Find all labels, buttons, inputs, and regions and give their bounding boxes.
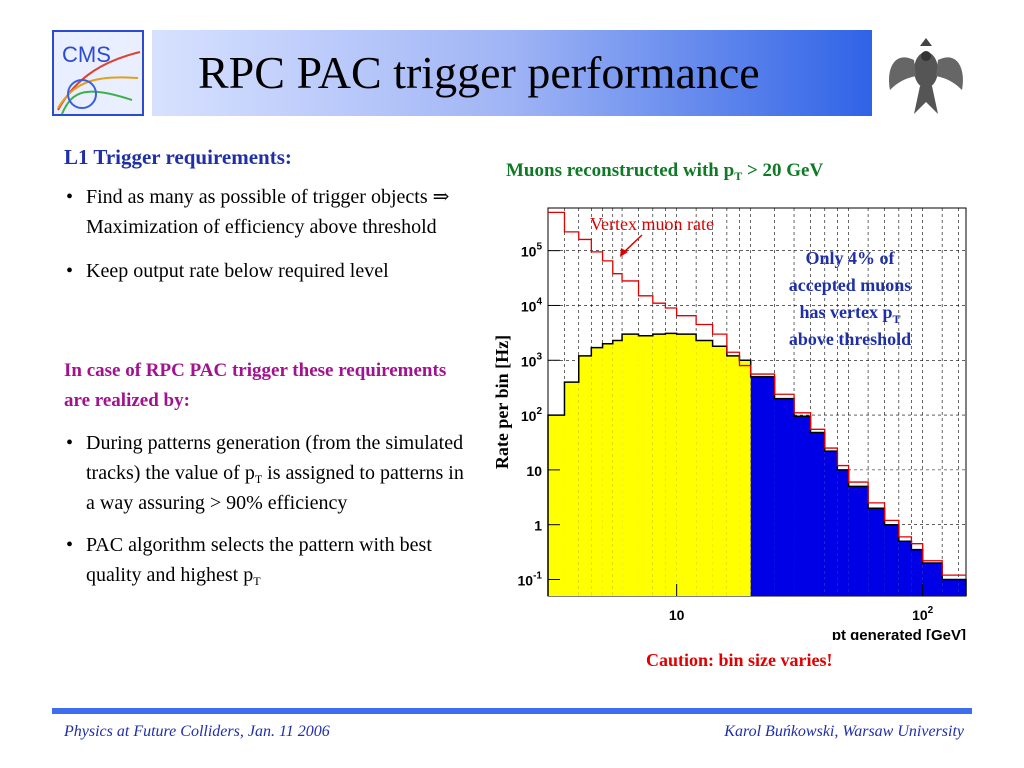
caution-note: Caution: bin size varies! bbox=[646, 650, 833, 670]
cms-logo-icon: CMS bbox=[52, 30, 144, 116]
histogram-bar bbox=[911, 549, 923, 596]
bullet-text: Find as many as possible of trigger obje… bbox=[86, 186, 433, 208]
histogram-bar bbox=[676, 334, 697, 596]
bullet-text: Keep output rate below required level bbox=[86, 260, 389, 282]
y-tick-label: 102 bbox=[521, 406, 543, 424]
eagle-emblem-icon bbox=[889, 38, 963, 114]
bullet-text: is assigned to patterns in a way assurin… bbox=[86, 462, 464, 514]
histogram-bar bbox=[794, 416, 811, 596]
histogram-bar bbox=[750, 376, 775, 596]
requirements-heading: L1 Trigger requirements: bbox=[64, 145, 292, 169]
bullet-pac-algorithm: • PAC algorithm selects the pattern with… bbox=[64, 530, 464, 590]
histogram-bar bbox=[638, 335, 653, 596]
accepted-muons-annotation: accepted muons bbox=[789, 275, 912, 295]
histogram-bar bbox=[848, 486, 869, 596]
footer-author: Karol Buńkowski, Warsaw University bbox=[724, 723, 964, 740]
y-tick-label: 1 bbox=[534, 518, 542, 534]
bullet-dot: • bbox=[66, 186, 74, 208]
histogram-bar bbox=[591, 347, 603, 596]
subscript: T bbox=[734, 169, 743, 183]
histogram-bar bbox=[810, 432, 825, 596]
chart-caption-text: > 20 GeV bbox=[742, 160, 824, 181]
histogram-bar bbox=[884, 524, 899, 596]
left-text-column: L1 Trigger requirements: • Find as many … bbox=[64, 142, 464, 590]
slide-title: RPC PAC trigger performance bbox=[198, 47, 760, 98]
histogram-bar bbox=[564, 382, 579, 596]
footer-event: Physics at Future Colliders, Jan. 11 200… bbox=[64, 723, 330, 740]
subscript: T bbox=[254, 472, 263, 486]
histogram-bar bbox=[696, 340, 713, 596]
y-axis-label: Rate per bin [Hz] bbox=[492, 335, 512, 469]
footer-divider bbox=[52, 708, 972, 714]
histogram-bar bbox=[942, 579, 959, 596]
histogram-bar bbox=[824, 451, 838, 596]
vertex-muon-rate-annotation: Vertex muon rate bbox=[590, 214, 714, 234]
histogram-bar bbox=[739, 360, 751, 596]
chart-caption: Muons reconstructed with pT > 20 GeV bbox=[506, 160, 823, 182]
chart-caption-text: Muons reconstructed with p bbox=[506, 160, 735, 181]
accepted-muons-annotation: above threshold bbox=[789, 329, 911, 349]
histogram-bar bbox=[602, 343, 613, 596]
accepted-muons-annotation: Only 4% of bbox=[805, 248, 895, 268]
bullet-text: PAC algorithm selects the pattern with b… bbox=[86, 534, 432, 586]
histogram-bar bbox=[665, 333, 677, 596]
x-tick-label: 102 bbox=[912, 605, 934, 623]
histogram-bar bbox=[548, 415, 565, 596]
vertex-muon-rate-line bbox=[548, 211, 966, 576]
y-tick-label: 105 bbox=[521, 242, 543, 260]
realization-heading-text: In case of RPC PAC trigger these require… bbox=[64, 360, 447, 411]
histogram-bar bbox=[578, 355, 592, 596]
histogram-bar bbox=[652, 334, 666, 596]
x-tick-label: 10 bbox=[669, 607, 685, 623]
histogram-bar bbox=[898, 541, 912, 596]
bullet-dot: • bbox=[66, 534, 74, 556]
histogram-bar bbox=[774, 398, 795, 596]
y-tick-label: 10-1 bbox=[518, 571, 543, 589]
histogram-bar bbox=[712, 346, 727, 596]
histogram-bar bbox=[837, 469, 849, 596]
histogram-bar bbox=[922, 563, 943, 596]
bullet-dot: • bbox=[66, 260, 74, 282]
histogram-bar bbox=[726, 355, 740, 596]
histogram-bar bbox=[612, 340, 623, 596]
implies-arrow-icon: ⇒ bbox=[432, 186, 450, 208]
title-bar bbox=[152, 30, 872, 116]
x-axis-label: pt generated [GeV] bbox=[832, 627, 966, 640]
annotation-arrowhead-icon bbox=[620, 248, 628, 257]
bullet-text: Maximization of efficiency above thresho… bbox=[86, 216, 437, 238]
histogram-bar bbox=[958, 579, 966, 596]
cms-logo-text: CMS bbox=[62, 42, 111, 67]
bullet-dot: • bbox=[66, 432, 74, 454]
y-tick-label: 103 bbox=[521, 351, 543, 369]
histogram-bar bbox=[868, 508, 885, 596]
histogram-chart: 10-1 1 10 102 103 104 105 10 102 pt generated [Ge… bbox=[492, 207, 967, 640]
bullet-find-objects: • Find as many as possible of trigger ob… bbox=[64, 182, 464, 242]
bullet-text: During patterns generation (from the sim… bbox=[86, 432, 464, 484]
bullet-keep-rate: • Keep output rate below required level bbox=[64, 256, 464, 286]
y-tick-label: 10 bbox=[526, 463, 542, 479]
histogram-bar bbox=[622, 334, 639, 596]
bullet-pattern-generation: • During patterns generation (from the s… bbox=[64, 428, 464, 518]
y-tick-label: 104 bbox=[521, 296, 543, 314]
subscript: T bbox=[253, 574, 261, 588]
realization-heading: In case of RPC PAC trigger these require… bbox=[64, 356, 464, 416]
